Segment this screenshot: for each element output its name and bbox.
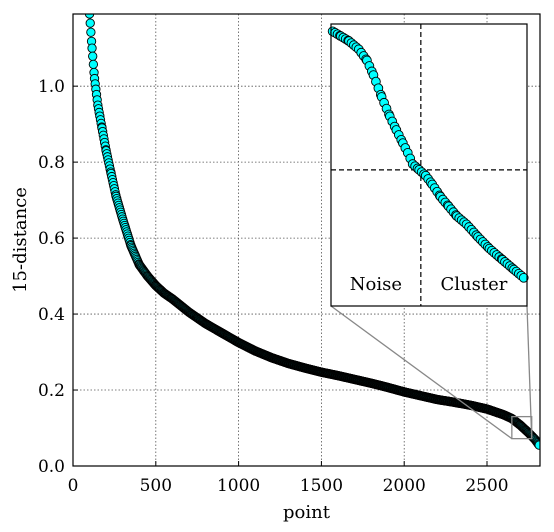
y-tick-label: 0.2 <box>38 381 65 401</box>
inset-zoom: Noise Cluster <box>327 23 529 307</box>
y-tick-label: 0.8 <box>38 153 65 173</box>
connector-line <box>330 305 513 440</box>
x-axis-label: point <box>283 502 331 523</box>
inset-data-point <box>518 272 529 283</box>
inset-label-noise: Noise <box>350 274 402 295</box>
inset-data-points <box>327 26 529 283</box>
y-axis-label: 15-distance <box>10 187 31 293</box>
x-tick-label: 1000 <box>217 476 260 496</box>
x-tick-label: 2500 <box>465 476 508 496</box>
data-point <box>88 59 99 70</box>
data-point <box>534 440 540 450</box>
data-point <box>85 18 95 28</box>
x-tick-label: 500 <box>140 476 172 496</box>
main-data-points <box>84 14 540 450</box>
data-point <box>84 14 95 19</box>
y-tick-label: 0.0 <box>38 457 65 477</box>
x-tick-label: 1500 <box>300 476 343 496</box>
axis-ticks: 0 500 1000 1500 2000 2500 0.0 0.2 0.4 0.6 0.8 1.0 <box>38 77 509 496</box>
connector-line <box>526 305 533 439</box>
data-point <box>86 27 96 37</box>
inset-label-cluster: Cluster <box>440 274 507 295</box>
zoom-region-box <box>511 415 533 440</box>
x-tick-label: 0 <box>68 476 79 496</box>
y-tick-label: 0.4 <box>38 305 65 325</box>
plot-frame <box>72 13 541 467</box>
data-point <box>88 51 98 61</box>
data-point <box>87 43 97 53</box>
y-tick-label: 0.6 <box>38 229 65 249</box>
inset-frame <box>330 23 528 307</box>
inset-background <box>331 24 527 306</box>
x-tick-label: 2000 <box>383 476 426 496</box>
y-tick-label: 1.0 <box>38 77 65 97</box>
